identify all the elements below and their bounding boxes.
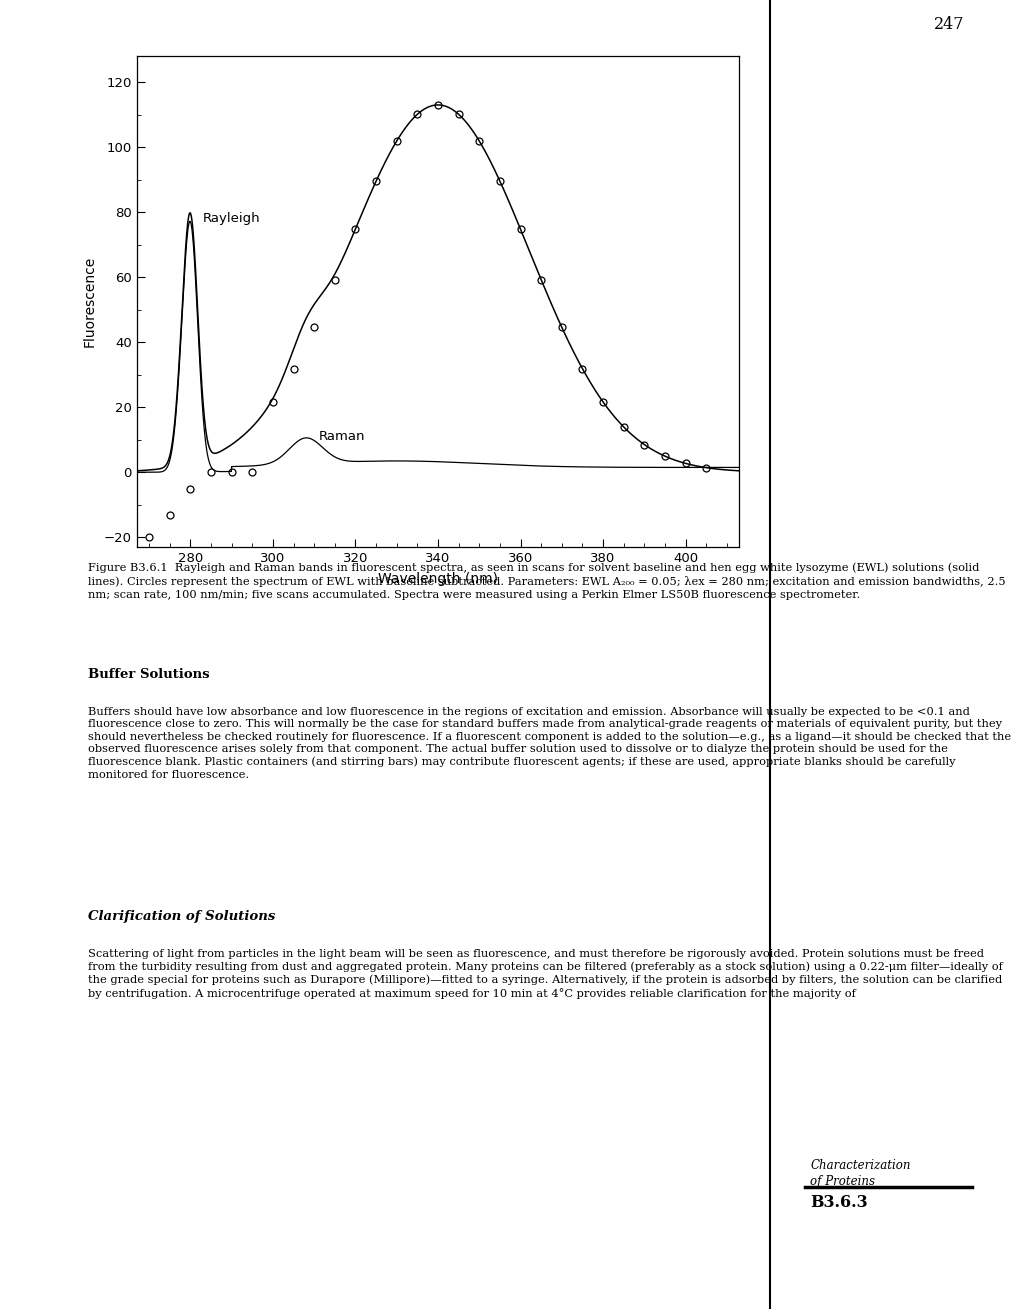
Text: 247: 247	[933, 16, 963, 33]
Y-axis label: Fluorescence: Fluorescence	[83, 257, 97, 347]
Text: Buffer Solutions: Buffer Solutions	[88, 668, 209, 681]
Text: Figure B3.6.1  Rayleigh and Raman bands in fluorescent spectra, as seen in scans: Figure B3.6.1 Rayleigh and Raman bands i…	[88, 563, 1005, 600]
Text: Scattering of light from particles in the light beam will be seen as fluorescenc: Scattering of light from particles in th…	[88, 949, 1002, 999]
Text: Characterization
of Proteins: Characterization of Proteins	[810, 1158, 910, 1187]
Text: Raman: Raman	[318, 431, 364, 444]
Text: Clarification of Solutions: Clarification of Solutions	[88, 910, 275, 923]
Text: B3.6.3: B3.6.3	[810, 1194, 867, 1211]
Text: Buffers should have low absorbance and low fluorescence in the regions of excita: Buffers should have low absorbance and l…	[88, 707, 1011, 780]
Text: Rayleigh: Rayleigh	[202, 212, 260, 225]
X-axis label: Wavelength (nm): Wavelength (nm)	[377, 572, 498, 586]
